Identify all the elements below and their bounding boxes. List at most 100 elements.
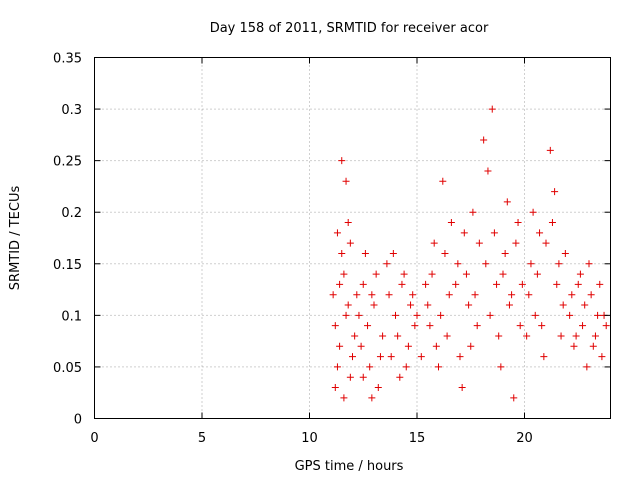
data-point xyxy=(557,332,565,340)
data-point xyxy=(370,301,378,309)
data-point xyxy=(439,177,447,185)
data-point xyxy=(598,353,606,361)
data-point xyxy=(548,219,556,227)
data-point xyxy=(475,239,483,247)
data-point xyxy=(435,363,442,371)
data-point xyxy=(533,270,541,278)
data-point xyxy=(538,322,546,330)
data-point xyxy=(389,249,397,257)
data-point xyxy=(426,322,434,330)
grid-layer xyxy=(94,57,611,419)
y-tick-label: 0.35 xyxy=(53,52,82,67)
data-point xyxy=(570,342,578,350)
y-axis-label: SRMTID / TECUs xyxy=(8,186,23,291)
data-point xyxy=(422,280,430,288)
data-point xyxy=(529,208,537,216)
data-point xyxy=(589,342,597,350)
data-point xyxy=(368,291,376,299)
data-point xyxy=(497,363,505,371)
data-point xyxy=(508,291,516,299)
data-point xyxy=(346,373,354,381)
chart-title: Day 158 of 2011, SRMTID for receiver aco… xyxy=(210,21,489,36)
data-point xyxy=(581,301,589,309)
data-point xyxy=(447,219,455,227)
data-point xyxy=(542,239,550,247)
data-point xyxy=(551,188,559,196)
data-point xyxy=(346,239,354,247)
data-points xyxy=(329,105,610,402)
data-point xyxy=(383,260,391,268)
data-point xyxy=(467,342,475,350)
data-point xyxy=(428,270,436,278)
data-point xyxy=(336,342,344,350)
data-point xyxy=(473,322,481,330)
data-point xyxy=(351,332,359,340)
data-point xyxy=(331,322,339,330)
data-point xyxy=(340,270,348,278)
data-point xyxy=(359,373,367,381)
data-point xyxy=(572,332,580,340)
data-point xyxy=(503,198,511,206)
data-point xyxy=(338,157,346,165)
data-point xyxy=(602,322,610,330)
data-point xyxy=(574,280,582,288)
data-point xyxy=(482,260,490,268)
data-point xyxy=(484,167,492,175)
data-point xyxy=(454,260,462,268)
data-point xyxy=(462,270,470,278)
data-point xyxy=(531,311,539,319)
data-point xyxy=(516,322,524,330)
data-point xyxy=(591,332,599,340)
axis-ticks xyxy=(94,57,611,419)
data-point xyxy=(536,229,544,237)
data-point xyxy=(342,311,350,319)
data-point xyxy=(344,301,352,309)
x-tick-label: 20 xyxy=(516,431,533,446)
x-tick-label: 15 xyxy=(409,431,426,446)
data-point xyxy=(409,291,417,299)
data-point xyxy=(359,280,367,288)
data-point xyxy=(512,239,520,247)
y-tick-label: 0.2 xyxy=(61,206,82,221)
data-point xyxy=(579,322,587,330)
data-point xyxy=(374,384,382,392)
data-point xyxy=(340,394,348,402)
data-point xyxy=(402,363,410,371)
data-point xyxy=(338,249,346,257)
data-point xyxy=(396,373,404,381)
data-point xyxy=(398,280,406,288)
data-point xyxy=(344,219,352,227)
data-point xyxy=(469,208,477,216)
data-point xyxy=(460,229,468,237)
y-tick-label: 0.3 xyxy=(61,103,82,118)
data-point xyxy=(518,280,526,288)
data-point xyxy=(366,363,374,371)
data-point xyxy=(364,322,372,330)
data-point xyxy=(417,353,425,361)
x-tick-label: 5 xyxy=(198,431,206,446)
data-point xyxy=(333,229,341,237)
data-point xyxy=(525,291,533,299)
data-point xyxy=(333,363,341,371)
data-point xyxy=(553,280,561,288)
data-point xyxy=(527,260,535,268)
data-point xyxy=(349,353,356,361)
data-point xyxy=(355,311,363,319)
data-point xyxy=(353,291,361,299)
data-point xyxy=(540,353,548,361)
data-point xyxy=(379,332,387,340)
y-tick-label: 0.05 xyxy=(53,361,82,376)
data-point xyxy=(510,394,518,402)
data-point xyxy=(445,291,453,299)
data-point xyxy=(566,311,574,319)
data-point xyxy=(514,219,522,227)
x-tick-labels: 0 5 10 15 20 xyxy=(90,431,532,446)
data-point xyxy=(411,322,419,330)
data-point xyxy=(594,311,602,319)
data-point xyxy=(394,332,402,340)
data-point xyxy=(368,394,376,402)
data-point xyxy=(486,311,494,319)
data-point xyxy=(443,332,451,340)
x-axis-label: GPS time / hours xyxy=(295,459,404,474)
data-point xyxy=(493,280,501,288)
